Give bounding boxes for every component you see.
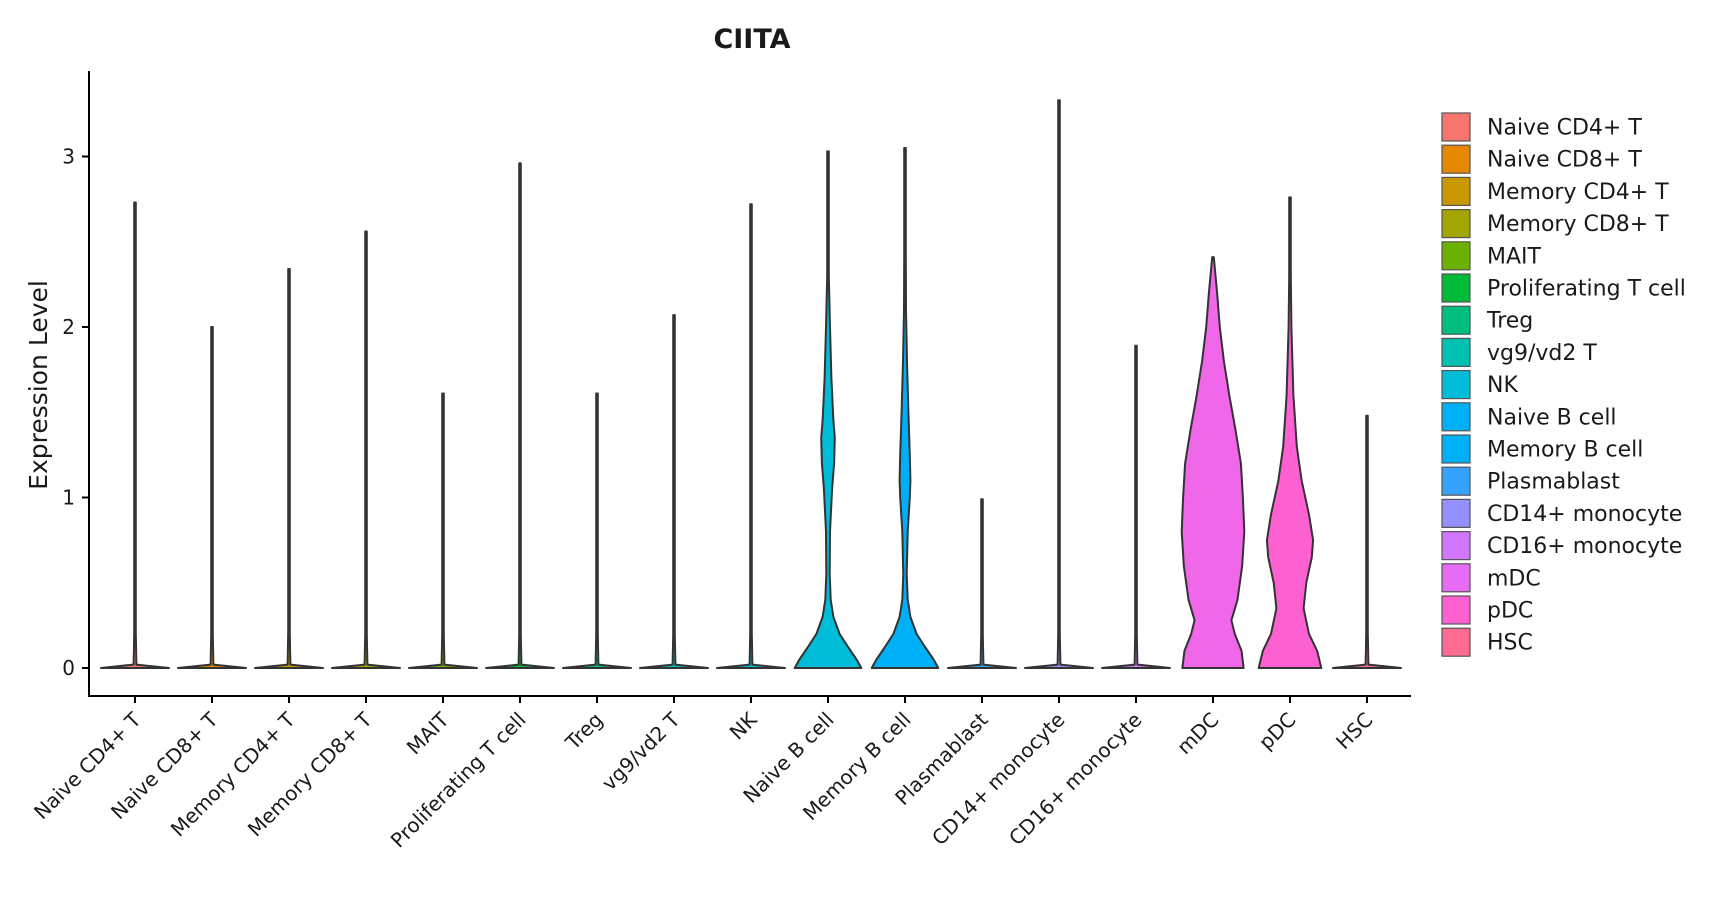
legend-item: Naive B cell: [1441, 402, 1617, 432]
legend-swatch: [1441, 370, 1471, 400]
violin-cd16-monocyte: [1101, 344, 1171, 669]
y-axis-ticks: 0 1 2 3: [62, 145, 89, 680]
violin-mait: [408, 392, 478, 669]
legend-item: Plasmablast: [1441, 466, 1620, 496]
legend-item: Treg: [1441, 305, 1533, 335]
x-tick-label: NK: [725, 707, 762, 744]
violin-mdc: [1180, 256, 1246, 669]
legend-swatch: [1441, 434, 1471, 464]
legend-item: CD16+ monocyte: [1441, 530, 1682, 561]
legend-label: pDC: [1487, 599, 1533, 624]
legend-item: MAIT: [1441, 241, 1542, 271]
chart-title: CIITA: [713, 24, 790, 55]
violin-memory-b-cell: [870, 147, 940, 669]
violin-proliferating-t-cell: [485, 162, 555, 669]
legend-label: Treg: [1486, 309, 1533, 334]
x-tick-label: mDC: [1172, 708, 1224, 760]
violin-pdc: [1257, 196, 1323, 669]
legend: Naive CD4+ T Naive CD8+ T Memory CD4+ T Mem…: [1441, 112, 1686, 657]
legend-swatch: [1441, 112, 1471, 142]
violin-naive-b-cell: [793, 150, 863, 669]
legend-swatch: [1441, 176, 1471, 206]
x-tick-label: HSC: [1331, 708, 1377, 754]
violin-vg9-vd2-t: [639, 314, 709, 669]
legend-swatch: [1441, 402, 1471, 432]
legend-item: vg9/vd2 T: [1441, 337, 1597, 367]
violin-treg: [562, 392, 632, 669]
plot-area: [100, 99, 1402, 669]
legend-swatch: [1441, 498, 1471, 528]
legend-label: CD14+ monocyte: [1487, 502, 1682, 527]
x-tick-label: Proliferating T cell: [386, 708, 531, 853]
violin-memory-cd4-t: [254, 268, 324, 669]
y-tick-label: 0: [62, 656, 75, 680]
legend-item: Memory CD4+ T: [1441, 176, 1669, 206]
legend-item: NK: [1441, 370, 1518, 400]
y-tick-label: 2: [62, 315, 75, 339]
violin-hsc: [1332, 414, 1402, 669]
legend-item: CD14+ monocyte: [1441, 498, 1682, 528]
x-tick-label: Treg: [560, 708, 607, 755]
legend-label: Memory CD4+ T: [1487, 180, 1669, 205]
legend-item: Memory CD8+ T: [1441, 209, 1669, 239]
legend-swatch: [1441, 627, 1471, 657]
legend-item: mDC: [1441, 563, 1541, 593]
legend-swatch: [1441, 209, 1471, 239]
x-tick-label: pDC: [1254, 708, 1301, 755]
legend-label: Memory B cell: [1487, 438, 1643, 463]
y-tick-label: 3: [62, 145, 75, 169]
legend-swatch: [1441, 241, 1471, 271]
legend-label: HSC: [1487, 631, 1533, 656]
legend-item: Proliferating T cell: [1441, 273, 1686, 303]
legend-swatch: [1441, 595, 1471, 625]
legend-item: Naive CD8+ T: [1441, 144, 1642, 174]
legend-swatch: [1441, 273, 1471, 303]
legend-label: Proliferating T cell: [1487, 277, 1686, 302]
legend-swatch: [1441, 466, 1471, 496]
violin-naive-cd8-t: [177, 326, 247, 669]
legend-label: Memory CD8+ T: [1487, 212, 1669, 237]
x-tick-label: vg9/vd2 T: [597, 707, 685, 795]
violin-nk: [716, 203, 786, 669]
violin-plasmablast: [947, 498, 1017, 669]
legend-item: Naive CD4+ T: [1441, 112, 1642, 142]
x-tick-label: MAIT: [402, 707, 454, 759]
legend-label: Naive CD8+ T: [1487, 148, 1642, 173]
y-axis-label: Expression Level: [24, 280, 53, 490]
legend-label: MAIT: [1487, 244, 1542, 269]
violin-cd14-monocyte: [1024, 99, 1094, 669]
legend-swatch: [1441, 563, 1471, 593]
x-tick-label: CD16+ monocyte: [1004, 708, 1147, 851]
legend-item: pDC: [1441, 595, 1533, 625]
x-tick-label: CD14+ monocyte: [927, 708, 1070, 851]
legend-label: Naive B cell: [1487, 405, 1617, 430]
legend-label: NK: [1487, 373, 1518, 398]
legend-swatch: [1441, 530, 1471, 561]
legend-label: Plasmablast: [1487, 470, 1620, 495]
legend-label: vg9/vd2 T: [1487, 341, 1597, 366]
legend-label: CD16+ monocyte: [1487, 534, 1682, 559]
legend-item: HSC: [1441, 627, 1533, 657]
legend-label: Naive CD4+ T: [1487, 116, 1642, 141]
legend-swatch: [1441, 305, 1471, 335]
y-tick-label: 1: [62, 486, 75, 510]
violin-naive-cd4-t: [100, 201, 170, 669]
violin-memory-cd8-t: [331, 230, 401, 669]
legend-label: mDC: [1487, 566, 1541, 591]
legend-swatch: [1441, 144, 1471, 174]
legend-item: Memory B cell: [1441, 434, 1643, 464]
legend-swatch: [1441, 337, 1471, 367]
